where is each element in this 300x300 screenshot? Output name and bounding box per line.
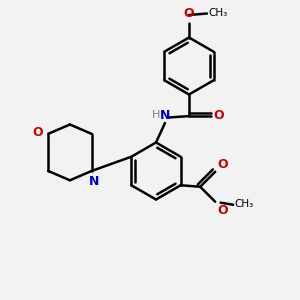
Text: CH₃: CH₃ <box>208 8 228 18</box>
Text: O: O <box>213 109 224 122</box>
Text: N: N <box>160 109 170 122</box>
Text: H: H <box>152 110 160 120</box>
Text: O: O <box>217 203 228 217</box>
Text: O: O <box>32 126 43 139</box>
Text: O: O <box>217 158 228 170</box>
Text: N: N <box>89 175 99 188</box>
Text: CH₃: CH₃ <box>235 199 254 209</box>
Text: O: O <box>184 7 194 20</box>
